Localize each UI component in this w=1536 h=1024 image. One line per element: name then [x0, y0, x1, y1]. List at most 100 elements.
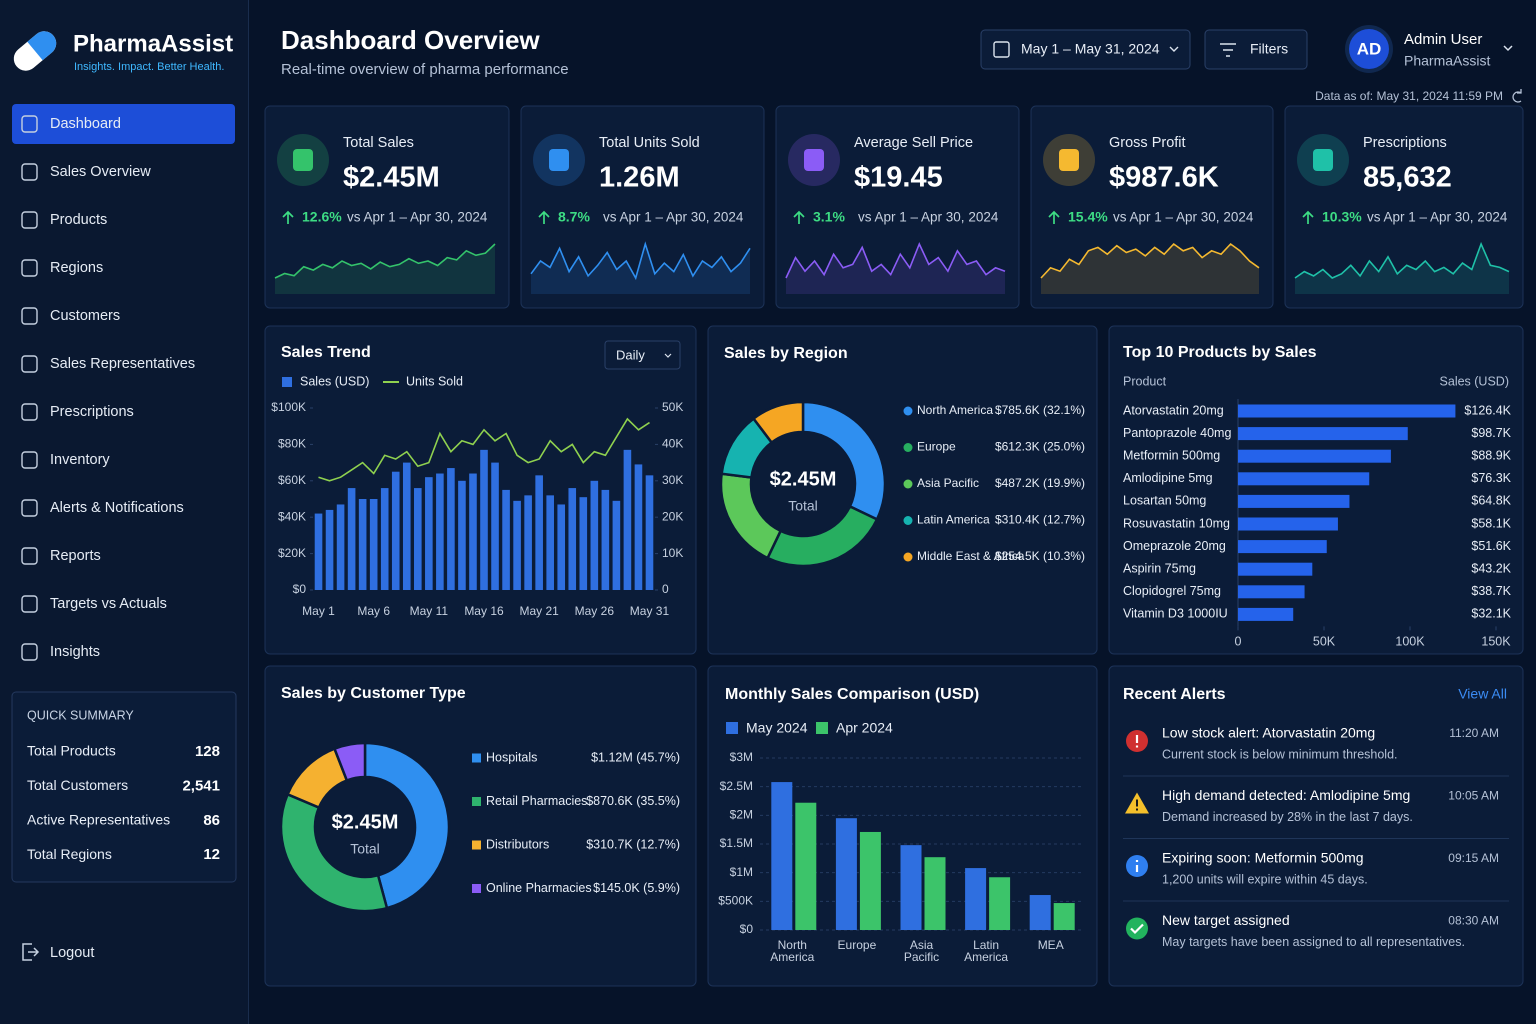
summary-label: Total Regions [27, 846, 112, 862]
date-range-button[interactable]: May 1 – May 31, 2024 [980, 29, 1191, 70]
value-label: $43.2K [1471, 561, 1511, 575]
value-label: $76.3K [1471, 471, 1511, 485]
bar [557, 504, 566, 590]
legend-swatch [472, 840, 481, 850]
nav-item[interactable]: Targets vs Actuals [21, 595, 167, 613]
legend-swatch [472, 753, 481, 763]
panel [1108, 665, 1524, 987]
kpi-compare: vs Apr 1 – Apr 30, 2024 [347, 210, 488, 225]
bar [924, 857, 946, 930]
category-label: Losartan 50mg [1123, 494, 1206, 508]
legend-swatch [903, 406, 913, 416]
legend-label: Latin America [917, 513, 990, 527]
value-label: $51.6K [1471, 539, 1511, 553]
alert-item[interactable]: Low stock alert: Atorvastatin 20mg Curren… [1162, 725, 1499, 762]
bar [1238, 404, 1456, 418]
alert-item[interactable]: High demand detected: Amlodipine 5mg Dema… [1162, 787, 1499, 824]
kpi-title: Prescriptions [1363, 135, 1447, 151]
chart-title: Top 10 Products by Sales [1123, 344, 1317, 361]
x-tick-label: May 1 [302, 604, 335, 618]
sparkline [274, 243, 496, 279]
user-menu[interactable]: AD Admin User PharmaAssist [1345, 25, 1513, 73]
logout[interactable]: Logout [22, 943, 94, 961]
refresh-icon[interactable] [1512, 89, 1522, 103]
value-label: $612.3K (25.0%) [995, 440, 1085, 454]
logout-icon [22, 943, 40, 961]
nav-item[interactable]: Alerts & Notifications [21, 499, 184, 517]
filters-label: Filters [1250, 41, 1288, 57]
category-label: Metformin 500mg [1123, 448, 1220, 462]
view-all-link[interactable]: View All [1458, 686, 1507, 702]
value-label: $310.4K (12.7%) [995, 513, 1085, 527]
bar [590, 480, 599, 590]
nav-icon [21, 211, 38, 229]
nav-item[interactable]: Inventory [21, 451, 110, 469]
nav-icon [21, 499, 38, 517]
x-tick-label: 150K [1481, 634, 1511, 648]
alert-item[interactable]: New target assigned May targets have been… [1162, 912, 1499, 949]
x-tick-label: 0 [1235, 634, 1242, 648]
value-label: $487.2K (19.9%) [995, 476, 1085, 490]
panel [1284, 105, 1524, 309]
chevron [1169, 46, 1179, 52]
nav-item[interactable]: Customers [21, 307, 120, 325]
bar [1238, 540, 1327, 554]
y-tick-label: $1.5M [720, 836, 753, 850]
y-tick-label: $20K [278, 546, 306, 560]
bar [1238, 494, 1350, 508]
quick-summary-box [11, 691, 237, 883]
data-as-of: Data as of: May 31, 2024 11:59 PM [1315, 89, 1503, 103]
kpi-value: $19.45 [854, 162, 943, 194]
y2-tick-label: 20K [662, 509, 683, 523]
bar [358, 499, 367, 590]
value-label: $64.8K [1471, 494, 1511, 508]
nav-item[interactable]: Prescriptions [21, 403, 134, 421]
filters-button[interactable]: Filters [1204, 29, 1308, 70]
kpi-value: 85,632 [1363, 162, 1452, 194]
donut-segment [363, 741, 451, 910]
button-bg [980, 29, 1191, 70]
nav-item[interactable]: Products [21, 211, 107, 229]
kpi-title: Average Sell Price [854, 135, 973, 151]
y2-tick-label: 10K [662, 546, 683, 560]
summary-value: 128 [195, 743, 220, 760]
sparkline-area [1295, 244, 1509, 294]
bar [458, 480, 466, 590]
calendar-icon [993, 41, 1010, 58]
brand-name: PharmaAssist [73, 30, 233, 57]
y-tick-label: $1M [730, 865, 753, 879]
nav-label: Inventory [50, 452, 110, 468]
nav-item[interactable]: Regions [21, 259, 103, 277]
period-dropdown[interactable]: Daily [604, 340, 681, 370]
nav-item[interactable]: Insights [21, 643, 100, 661]
label-line: Latin [973, 938, 999, 952]
nav-label: Prescriptions [50, 404, 134, 420]
category-label: Pantoprazole 40mg [1123, 426, 1231, 440]
panel [520, 105, 765, 309]
alert-item[interactable]: Expiring soon: Metformin 500mg 1,200 unit… [1162, 850, 1499, 887]
value-label: $98.7K [1471, 426, 1511, 440]
nav-item[interactable]: Dashboard [12, 104, 235, 144]
bar [325, 509, 334, 590]
legend-swatch [472, 797, 481, 806]
dropdown-bg [604, 340, 681, 370]
nav-item[interactable]: Reports [21, 547, 101, 565]
bar [900, 845, 922, 930]
bar [414, 488, 422, 590]
nav-icon [21, 595, 38, 613]
kpi-icon [804, 149, 824, 171]
value-label: $254.5K (10.3%) [995, 549, 1085, 563]
bar [634, 464, 643, 590]
alert-description: 1,200 units will expire within 45 days. [1162, 872, 1368, 886]
nav-item[interactable]: Sales Representatives [21, 355, 195, 373]
bar [1029, 895, 1051, 930]
y-tick-label: $100K [271, 400, 306, 414]
bar [1053, 903, 1075, 930]
nav-item[interactable]: Sales Overview [21, 163, 151, 181]
summary-label: Total Products [27, 743, 116, 759]
bar [645, 475, 654, 590]
y-tick-label: $2M [730, 808, 753, 822]
bar [524, 495, 532, 590]
quick-summary-title: QUICK SUMMARY [27, 708, 134, 722]
